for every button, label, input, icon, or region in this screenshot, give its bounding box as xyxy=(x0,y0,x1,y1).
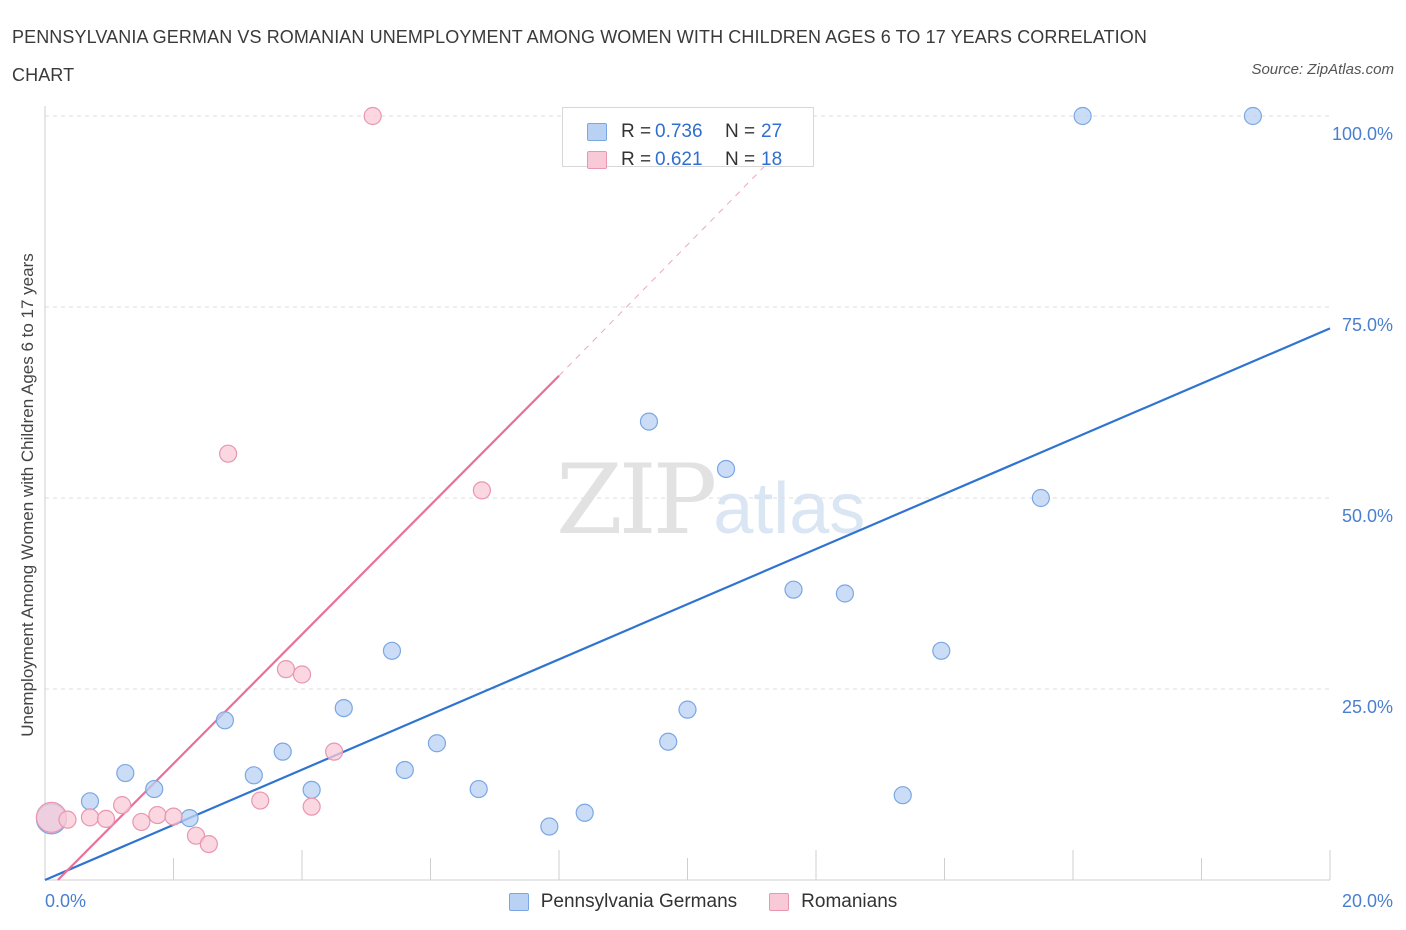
legend-row-pennsylvania-germans: R = 0.736 N = 27 xyxy=(587,118,782,146)
watermark: ZIPatlas xyxy=(556,444,865,556)
point-romanians xyxy=(251,791,270,810)
point-pennsylvania-germans xyxy=(273,742,292,761)
point-pennsylvania-germans xyxy=(145,779,164,799)
trendline-romanians-extension xyxy=(558,146,785,377)
point-pennsylvania-germans xyxy=(1031,488,1050,508)
point-pennsylvania-germans xyxy=(659,732,678,751)
point-pennsylvania-germans xyxy=(302,780,321,799)
legend-r-value: 0.621 xyxy=(655,149,703,170)
legend-swatch-blue xyxy=(508,893,529,911)
point-pennsylvania-germans xyxy=(180,809,199,828)
point-romanians xyxy=(186,826,206,845)
legend-r-label: R = xyxy=(621,149,652,170)
point-romanians xyxy=(276,660,296,679)
trendline-romanians xyxy=(57,374,560,881)
point-romanians xyxy=(292,665,312,684)
point-pennsylvania-germans xyxy=(575,803,594,822)
point-romanians xyxy=(132,812,151,832)
point-pennsylvania-germans xyxy=(469,779,488,799)
correlation-legend: R = 0.736 N = 27 R = 0.621 N = 18 xyxy=(562,107,814,170)
y-tick-label: 75.0% xyxy=(1342,315,1393,335)
legend-swatch-blue xyxy=(587,123,607,141)
chart-title: PENNSYLVANIA GERMAN VS ROMANIAN UNEMPLOY… xyxy=(12,27,1147,85)
point-romanians xyxy=(58,810,77,829)
point-pennsylvania-germans xyxy=(932,641,951,660)
watermark-zip: ZIP xyxy=(556,444,717,556)
point-romanians xyxy=(363,106,382,126)
x-tick-label: 20.0% xyxy=(1342,891,1393,911)
series-legend: Pennsylvania Germans Romanians xyxy=(0,888,1406,916)
point-pennsylvania-germans xyxy=(334,698,353,718)
legend-n-value: 27 xyxy=(761,121,783,142)
point-pennsylvania-germans xyxy=(716,459,736,479)
x-tick-label: 0.0% xyxy=(45,891,86,911)
point-pennsylvania-germans xyxy=(395,760,414,780)
legend-n-label: N = xyxy=(725,121,756,142)
point-pennsylvania-germans xyxy=(80,792,100,811)
point-romanians xyxy=(325,742,344,761)
point-pennsylvania-germans xyxy=(427,734,447,753)
y-tick-label: 25.0% xyxy=(1342,697,1393,717)
y-tick-label: 100.0% xyxy=(1332,124,1393,144)
legend-r-label: R = xyxy=(621,121,652,142)
point-pennsylvania-germans xyxy=(382,641,402,660)
point-pennsylvania-germans xyxy=(784,580,803,599)
point-pennsylvania-germans xyxy=(116,763,135,783)
point-pennsylvania-germans xyxy=(639,412,659,431)
legend-swatch-pink xyxy=(587,151,607,169)
point-pennsylvania-germans xyxy=(1243,106,1263,126)
legend-row-romanians: R = 0.621 N = 18 xyxy=(587,146,782,174)
legend-n-label: N = xyxy=(725,149,756,170)
point-pennsylvania-germans xyxy=(244,766,263,785)
point-romanians xyxy=(164,807,183,826)
legend-label: Pennsylvania Germans xyxy=(540,891,738,912)
point-pennsylvania-germans xyxy=(893,786,912,805)
legend-label: Romanians xyxy=(801,891,898,912)
y-tick-label: 50.0% xyxy=(1342,506,1393,526)
trendline-pennsylvania-germans xyxy=(44,327,1331,882)
legend-r-value: 0.736 xyxy=(655,121,703,142)
point-pennsylvania-germans xyxy=(540,817,559,836)
point-romanians xyxy=(199,834,218,854)
legend-item-pennsylvania-germans[interactable]: Pennsylvania Germans xyxy=(508,888,738,916)
point-romanians xyxy=(219,444,238,463)
point-romanians xyxy=(96,809,116,828)
point-romanians xyxy=(112,796,132,815)
point-pennsylvania-germans xyxy=(678,700,697,719)
point-romanians xyxy=(80,808,100,827)
source-label: Source: ZipAtlas.com xyxy=(1251,61,1394,78)
point-pennsylvania-germans xyxy=(835,584,855,603)
point-romanians xyxy=(148,805,167,825)
point-pennsylvania-germans xyxy=(215,711,234,730)
legend-n-value: 18 xyxy=(761,149,783,170)
point-pennsylvania-germans xyxy=(1073,106,1092,126)
legend-swatch-pink xyxy=(769,893,790,911)
point-romanians xyxy=(472,481,491,500)
legend-item-romanians[interactable]: Romanians xyxy=(769,888,897,916)
point-romanians xyxy=(302,797,321,816)
watermark-atlas: atlas xyxy=(713,469,866,549)
